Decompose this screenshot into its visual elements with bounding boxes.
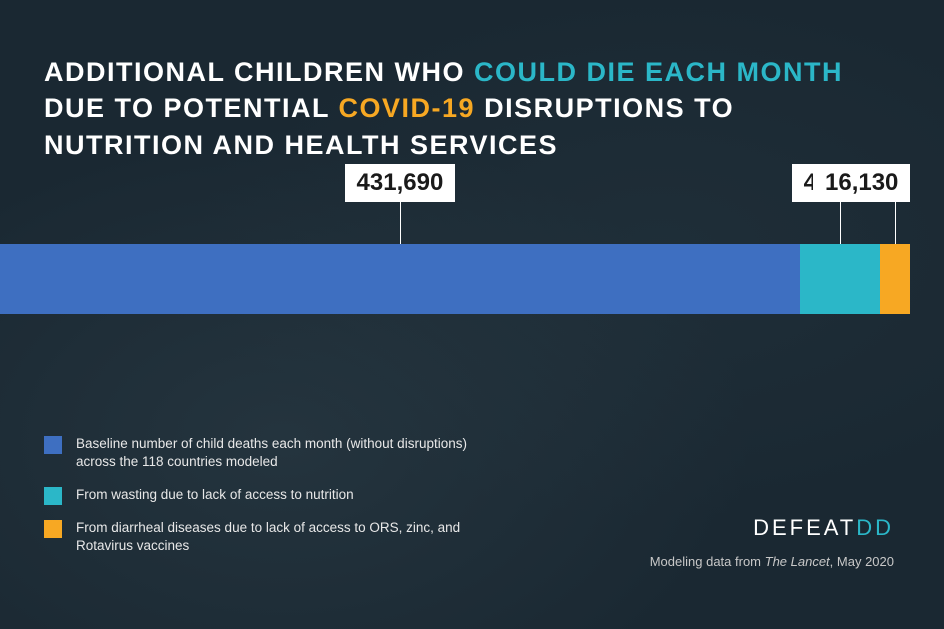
legend-swatch	[44, 436, 62, 454]
bar-segment-wasting	[800, 244, 880, 314]
value-label-diarrheal: 16,130	[813, 164, 910, 202]
legend-text: Baseline number of child deaths each mon…	[76, 435, 474, 471]
source-attribution: Modeling data from The Lancet, May 2020	[650, 554, 894, 569]
bar-row	[0, 244, 910, 314]
legend-item: From wasting due to lack of access to nu…	[44, 486, 474, 505]
leader-line-diarrheal	[895, 200, 896, 244]
title-accent2: COVID-19	[339, 93, 476, 123]
value-label-baseline: 431,690	[345, 164, 456, 202]
legend-swatch	[44, 520, 62, 538]
leader-line-baseline	[400, 200, 401, 244]
bar-segment-baseline	[0, 244, 800, 314]
title-part1: ADDITIONAL CHILDREN WHO	[44, 57, 474, 87]
legend-text: From wasting due to lack of access to nu…	[76, 486, 354, 504]
brand-suffix: DD	[856, 515, 894, 540]
legend-text: From diarrheal diseases due to lack of a…	[76, 519, 474, 555]
title-accent1: COULD DIE EACH MONTH	[474, 57, 843, 87]
leader-line-wasting	[840, 200, 841, 244]
chart-title: ADDITIONAL CHILDREN WHO COULD DIE EACH M…	[44, 54, 884, 163]
source-ital: The Lancet	[765, 554, 830, 569]
legend: Baseline number of child deaths each mon…	[44, 435, 474, 569]
stacked-bar-chart: 431,69043,18016,130	[0, 164, 910, 324]
brand-logo: DEFEATDD	[753, 515, 894, 541]
source-tail: , May 2020	[830, 554, 894, 569]
legend-swatch	[44, 487, 62, 505]
legend-item: Baseline number of child deaths each mon…	[44, 435, 474, 471]
title-part2: DUE TO POTENTIAL	[44, 93, 339, 123]
brand-prefix: DEFEAT	[753, 515, 856, 540]
legend-item: From diarrheal diseases due to lack of a…	[44, 519, 474, 555]
source-lead: Modeling data from	[650, 554, 765, 569]
bar-segment-diarrheal	[880, 244, 910, 314]
